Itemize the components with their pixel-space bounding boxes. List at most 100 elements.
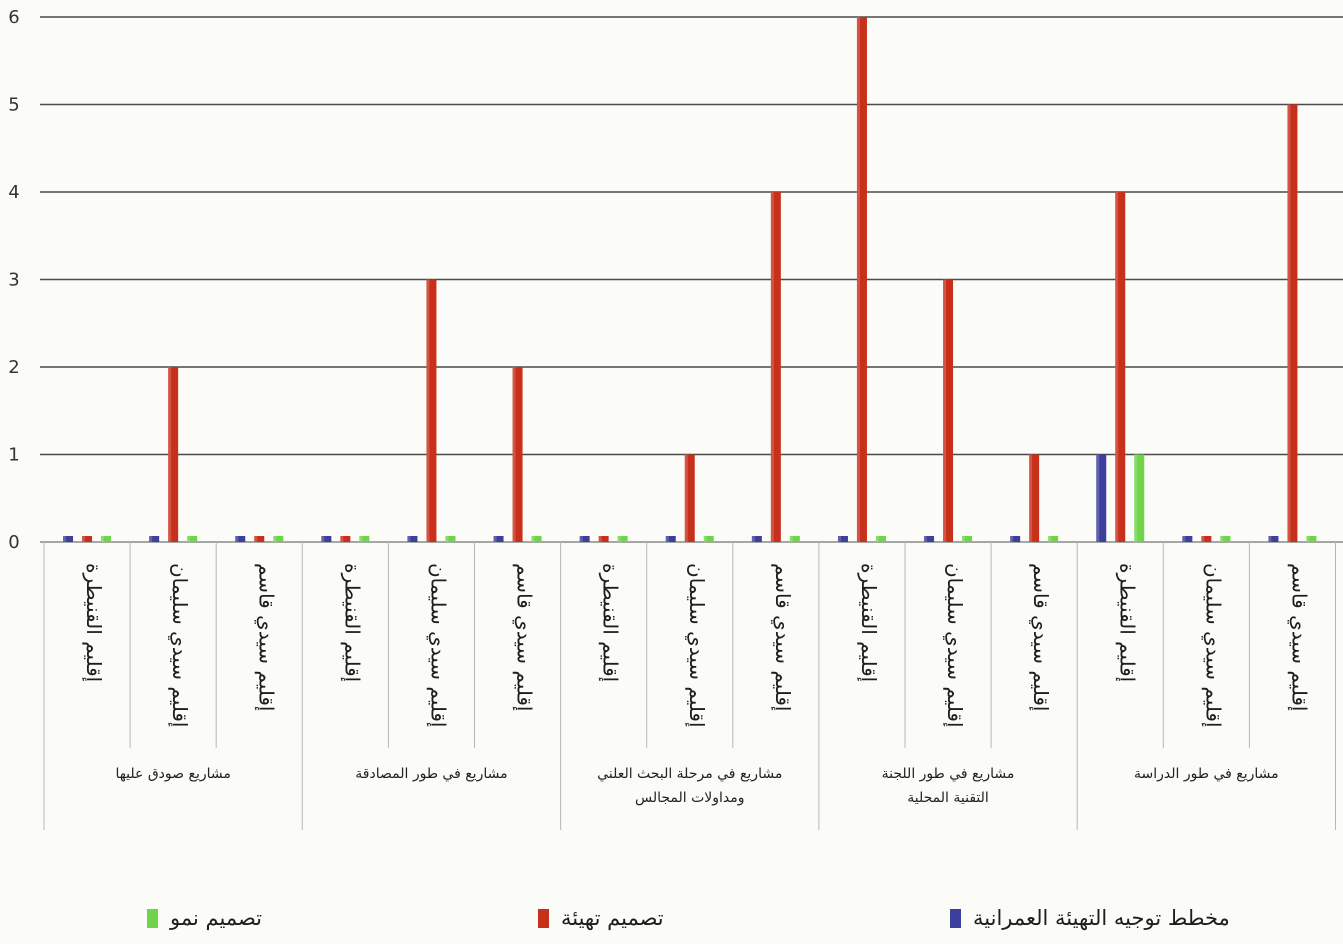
legend-label-series-3: تصميم نمو: [170, 906, 263, 930]
bar-series2-cat2: [168, 367, 179, 542]
bar-highlight-series1-cat12: [1010, 536, 1014, 542]
bar-highlight-series3-cat11: [962, 536, 966, 542]
bar-highlight-series3-cat9: [789, 536, 793, 542]
bar-highlight-series3-cat15: [1306, 536, 1310, 542]
bar-series1-cat4: [321, 536, 332, 542]
bar-series3-cat1: [101, 536, 112, 542]
bar-series1-cat10: [837, 536, 848, 542]
bar-series3-cat6: [531, 536, 542, 542]
category-label-10: إقليم القنيطرة: [856, 563, 881, 682]
bar-highlight-series2-cat6: [512, 367, 516, 542]
bar-series3-cat3: [273, 536, 284, 542]
y-tick-label-6: 6: [8, 7, 19, 28]
bar-highlight-series1-cat5: [407, 536, 411, 542]
bar-highlight-series3-cat5: [445, 536, 449, 542]
bar-series1-cat1: [63, 536, 74, 542]
category-label-7: إقليم القنيطرة: [598, 563, 623, 682]
bar-highlight-series3-cat2: [187, 536, 191, 542]
bar-series1-cat15: [1268, 536, 1279, 542]
category-label-6: إقليم سيدي قاسم: [512, 563, 537, 711]
bar-series2-cat13: [1115, 192, 1126, 542]
category-label-11: إقليم سيدي سليمان: [942, 563, 967, 728]
bar-series2-cat9: [770, 192, 781, 542]
bar-series1-cat6: [493, 536, 504, 542]
group-label-line: مشاريع في مرحلة البحث العلني: [597, 766, 782, 782]
category-label-14: إقليم سيدي سليمان: [1200, 563, 1225, 728]
bar-series1-cat3: [235, 536, 246, 542]
bar-series2-cat8: [684, 454, 695, 542]
group-label-2: مشاريع في طور المصادقة: [355, 766, 507, 782]
category-label-1: إقليم القنيطرة: [81, 563, 106, 682]
bar-highlight-series3-cat7: [617, 536, 621, 542]
legend-swatch-green: [147, 908, 158, 928]
bar-series2-cat7: [598, 536, 609, 542]
bar-series2-cat6: [512, 367, 523, 542]
group-label-1: مشاريع صودق عليها: [115, 766, 230, 782]
bar-highlight-series1-cat8: [665, 536, 669, 542]
category-label-8: إقليم سيدي سليمان: [684, 563, 709, 728]
bar-highlight-series3-cat4: [359, 536, 363, 542]
group-label-line: التقنية المحلية: [907, 790, 989, 806]
bar-highlight-series2-cat12: [1029, 454, 1033, 542]
category-label-4: إقليم القنيطرة: [339, 563, 364, 682]
bar-highlight-series1-cat4: [321, 536, 325, 542]
category-label-12: إقليم سيدي قاسم: [1028, 563, 1053, 711]
category-label-9: إقليم سيدي قاسم: [770, 563, 795, 711]
bar-series1-cat12: [1010, 536, 1021, 542]
bar-highlight-series3-cat3: [273, 536, 277, 542]
bar-highlight-series1-cat10: [837, 536, 841, 542]
group-label-5: مشاريع في طور الدراسة: [1134, 766, 1279, 782]
bar-highlight-series2-cat1: [82, 536, 86, 542]
y-tick-label-3: 3: [8, 270, 19, 291]
category-label-15: إقليم سيدي قاسم: [1286, 563, 1311, 711]
bar-series2-cat11: [943, 279, 954, 542]
bar-series1-cat8: [665, 536, 676, 542]
bar-series1-cat2: [149, 536, 160, 542]
bar-highlight-series3-cat13: [1134, 454, 1138, 542]
bar-series2-cat15: [1287, 104, 1298, 542]
y-tick-label-0: 0: [8, 532, 19, 553]
group-label-3: مشاريع في مرحلة البحث العلني ومداولات الم…: [597, 766, 782, 806]
bar-highlight-series2-cat10: [856, 17, 860, 542]
bar-highlight-series1-cat9: [751, 536, 755, 542]
legend-swatch-blue: [950, 908, 961, 928]
bar-highlight-series3-cat1: [101, 536, 105, 542]
y-tick-label-2: 2: [8, 357, 19, 378]
legend-label-series-1: مخطط توجيه التهيئة العمرانية: [973, 906, 1230, 930]
bar-series1-cat11: [924, 536, 935, 542]
bar-highlight-series2-cat3: [254, 536, 258, 542]
bar-highlight-series2-cat14: [1201, 536, 1205, 542]
bar-series3-cat13: [1134, 454, 1145, 542]
group-label-line: ومداولات المجالس: [635, 790, 745, 806]
bar-series2-cat1: [82, 536, 93, 542]
group-label-line: مشاريع في طور اللجنة: [882, 766, 1015, 782]
bar-series3-cat2: [187, 536, 198, 542]
bar-highlight-series1-cat14: [1182, 536, 1186, 542]
bar-highlight-series1-cat7: [579, 536, 583, 542]
bar-series2-cat14: [1201, 536, 1212, 542]
bar-series3-cat12: [1048, 536, 1059, 542]
bar-series2-cat5: [426, 279, 437, 542]
bar-highlight-series2-cat13: [1115, 192, 1119, 542]
bar-series2-cat10: [856, 17, 867, 542]
bar-highlight-series2-cat7: [598, 536, 602, 542]
bar-series2-cat4: [340, 536, 351, 542]
bar-highlight-series2-cat11: [943, 279, 947, 542]
bar-highlight-series2-cat2: [168, 367, 172, 542]
legend-label-series-2: تصميم تهيئة: [561, 906, 664, 930]
group-label-line: مشاريع صودق عليها: [115, 766, 230, 782]
group-label-line: مشاريع في طور الدراسة: [1134, 766, 1279, 782]
bar-series3-cat7: [617, 536, 628, 542]
legend-item-series-2: تصميم تهيئة: [538, 898, 664, 938]
bar-highlight-series3-cat14: [1220, 536, 1224, 542]
bar-highlight-series1-cat11: [924, 536, 928, 542]
bar-series3-cat9: [789, 536, 800, 542]
bar-highlight-series1-cat13: [1096, 454, 1100, 542]
bar-series1-cat7: [579, 536, 590, 542]
bar-series3-cat14: [1220, 536, 1231, 542]
legend-item-series-3: تصميم نمو: [147, 898, 262, 938]
bar-highlight-series2-cat4: [340, 536, 344, 542]
category-label-2: إقليم سيدي سليمان: [167, 563, 192, 728]
